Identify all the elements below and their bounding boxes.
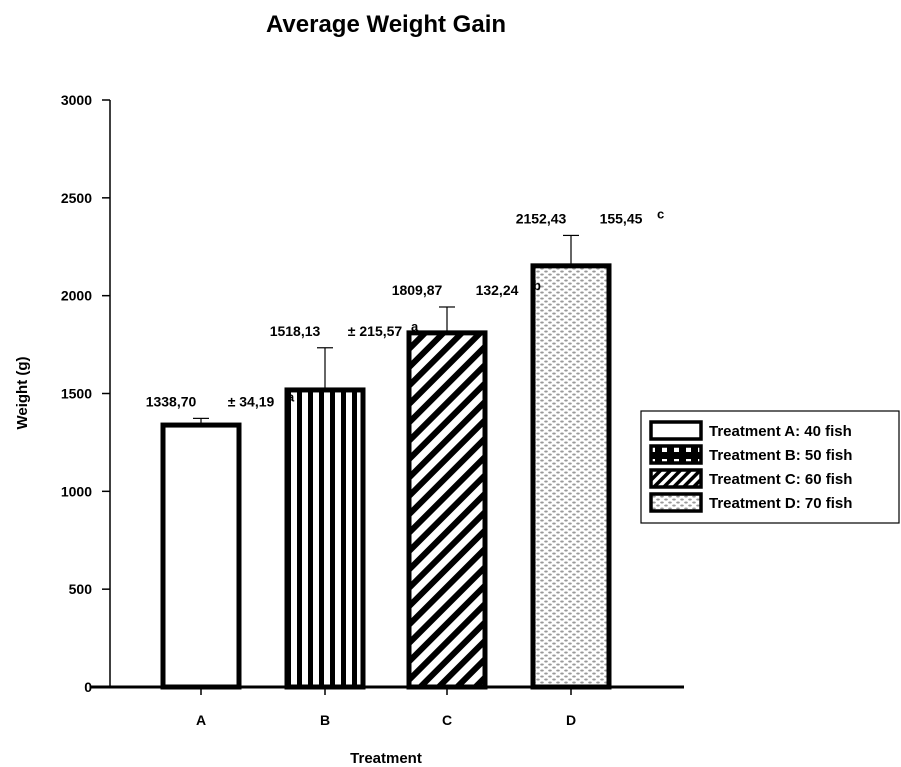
legend-entry: Treatment D: 70 fish	[709, 495, 852, 512]
bar-c	[406, 330, 488, 690]
value-label: 2152,43	[516, 210, 567, 226]
legend-swatch	[649, 420, 703, 441]
y-tick-label: 2000	[61, 288, 92, 304]
error-label: 132,24	[476, 282, 519, 298]
y-tick-label: 2500	[61, 190, 92, 206]
x-tick-label: D	[566, 712, 576, 728]
value-label: 1809,87	[392, 282, 443, 298]
y-tick-label: 1000	[61, 483, 92, 499]
legend-entry: Treatment A: 40 fish	[709, 423, 852, 440]
y-tick-label: 500	[69, 581, 93, 597]
y-axis-label: Weight (g)	[14, 356, 31, 429]
x-tick-label: A	[196, 712, 206, 728]
error-label: 155,45	[600, 210, 643, 226]
legend-swatch	[649, 444, 703, 465]
bars-group	[160, 234, 612, 690]
bar-b	[284, 387, 366, 690]
x-tick-label: B	[320, 712, 330, 728]
value-label: 1518,13	[270, 323, 321, 339]
y-tick-label: 3000	[61, 92, 92, 108]
x-tick-label: C	[442, 712, 452, 728]
x-axis-label: Treatment	[350, 750, 422, 767]
legend-entry: Treatment B: 50 fish	[709, 447, 852, 464]
error-label: ± 215,57	[348, 323, 403, 339]
legend-entry: Treatment C: 60 fish	[709, 471, 852, 488]
y-tick-label: 0	[84, 679, 92, 695]
legend-swatch	[649, 468, 703, 489]
chart-title: Average Weight Gain	[266, 11, 506, 38]
legend: Treatment A: 40 fish Treatment B: 50 fish…	[640, 410, 900, 524]
bar-a	[160, 422, 242, 690]
significance-letter: c	[657, 206, 664, 221]
y-tick-label: 1500	[61, 386, 92, 402]
value-labels-group: 1338,70 ± 34,19 a 1518,13 ± 215,57 a 1809,87 13…	[146, 206, 665, 409]
significance-letter: a	[411, 319, 419, 334]
significance-letter: a	[287, 389, 295, 404]
value-label: 1338,70	[146, 393, 197, 409]
legend-swatch	[649, 492, 703, 513]
error-label: ± 34,19	[228, 393, 275, 409]
bar-d	[530, 263, 612, 690]
significance-letter: b	[533, 278, 541, 293]
